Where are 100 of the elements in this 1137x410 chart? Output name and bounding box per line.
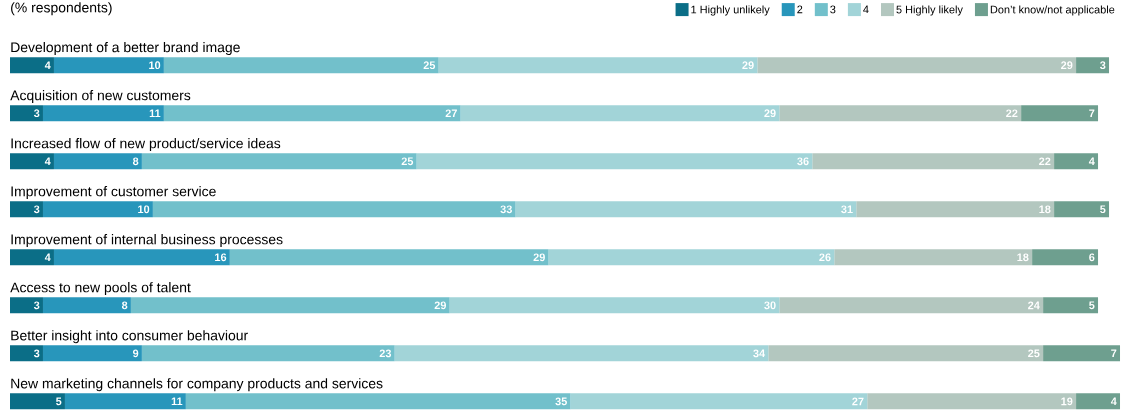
data-label: 4	[44, 253, 51, 262]
y-tick-label: Improvement of customer service	[11, 186, 216, 200]
bar	[42, 297, 131, 314]
bar	[10, 345, 43, 362]
legend-label: 4	[863, 5, 869, 14]
bar	[438, 57, 758, 74]
data-label: 27	[445, 109, 457, 118]
data-label: 19	[1061, 397, 1073, 406]
bar	[1032, 249, 1099, 266]
data-label: 3	[33, 109, 40, 118]
legend-label: 3	[830, 5, 836, 14]
bar	[1021, 105, 1099, 122]
bar	[416, 153, 813, 170]
bar	[779, 297, 1044, 314]
y-tick-label: New marketing channels for company products and services	[11, 378, 383, 392]
data-label: 11	[171, 397, 183, 406]
data-label: 4	[1088, 157, 1095, 166]
data-label: 4	[1110, 397, 1117, 406]
y-tick-label: Increased flow of new product/service ideas	[11, 138, 281, 152]
bar	[141, 345, 395, 362]
bar	[1076, 393, 1121, 410]
bar	[1043, 297, 1099, 314]
legend-label: 2	[797, 5, 803, 14]
bar	[53, 249, 230, 266]
data-label: 25	[1028, 349, 1040, 358]
legend-label: 1 Highly unlikely	[691, 5, 770, 16]
data-label: 5	[56, 397, 62, 406]
data-label: 7	[1089, 109, 1095, 117]
data-label: 4	[44, 157, 51, 166]
data-label: 11	[149, 109, 161, 117]
data-label: 10	[149, 61, 161, 70]
bar	[10, 297, 43, 314]
data-label: 25	[401, 157, 414, 166]
bar	[834, 249, 1033, 266]
data-label: 36	[797, 157, 809, 166]
y-tick-label: Better insight into consumer behaviour	[11, 330, 248, 344]
data-label: 6	[1089, 253, 1095, 262]
y-tick-label: Improvement of internal business processes	[11, 234, 283, 248]
data-label: 25	[423, 61, 436, 70]
bar	[64, 393, 186, 410]
data-label: 10	[138, 205, 150, 214]
data-label: 29	[1061, 61, 1073, 70]
bar	[515, 201, 857, 218]
data-label: 3	[33, 349, 40, 358]
data-label: 16	[215, 253, 227, 262]
data-label: 8	[121, 301, 128, 310]
bar	[570, 393, 868, 410]
data-label: 3	[33, 301, 40, 310]
data-label: 27	[852, 397, 864, 406]
bar	[42, 345, 142, 362]
bar	[10, 105, 43, 122]
bar	[10, 201, 43, 218]
bar	[163, 57, 439, 74]
data-label: 3	[33, 205, 40, 214]
bar	[394, 345, 769, 362]
bar	[42, 105, 164, 122]
data-label: 29	[742, 61, 754, 70]
data-label: 33	[500, 205, 512, 214]
bar	[130, 297, 450, 314]
legend-label: 5 Highly likely	[896, 5, 963, 16]
data-label: 4	[44, 61, 51, 69]
data-label: 29	[764, 109, 776, 118]
y-tick-label: Development of a better brand image	[11, 42, 240, 56]
bar	[1043, 345, 1121, 362]
bar	[10, 393, 65, 410]
data-label: 24	[1028, 301, 1040, 310]
data-label: 18	[1039, 205, 1051, 214]
bar	[141, 153, 417, 170]
bar	[867, 393, 1077, 410]
data-label: 29	[434, 301, 446, 310]
bar	[10, 153, 54, 170]
bar	[1054, 201, 1110, 218]
bar	[229, 249, 549, 266]
bar	[10, 249, 54, 266]
bar	[1054, 153, 1099, 170]
bar	[768, 345, 1044, 362]
bar	[757, 57, 1077, 74]
data-label: 9	[132, 349, 139, 358]
data-label: 22	[1006, 109, 1018, 118]
bar	[856, 201, 1055, 218]
bar	[1076, 57, 1110, 74]
chart-title: (% respondents)	[11, 2, 112, 16]
bar	[163, 105, 461, 122]
bar	[152, 201, 516, 218]
bar	[185, 393, 571, 410]
bar	[53, 57, 164, 74]
y-tick-label: Acquisition of new customers	[10, 90, 191, 104]
bar	[779, 105, 1022, 122]
data-label: 31	[841, 205, 853, 214]
data-label: 29	[533, 253, 545, 262]
data-label: 8	[132, 157, 139, 166]
data-label: 30	[764, 301, 776, 310]
bar	[548, 249, 835, 266]
data-label: 18	[1017, 253, 1029, 262]
bar	[460, 105, 780, 122]
data-label: 34	[753, 349, 766, 358]
legend-label: Don’t know/not applicable	[990, 5, 1115, 16]
data-label: 7	[1111, 349, 1117, 358]
data-label: 23	[379, 349, 392, 358]
bar	[449, 297, 780, 314]
